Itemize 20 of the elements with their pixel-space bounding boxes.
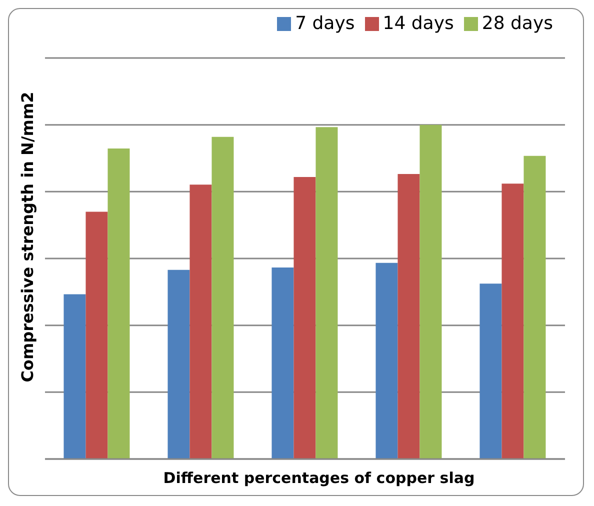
bar <box>86 212 108 459</box>
bar <box>294 176 316 459</box>
bar <box>524 156 546 459</box>
bar <box>420 124 442 459</box>
bar <box>190 184 212 459</box>
legend-label: 14 days <box>382 13 454 34</box>
y-axis-title: Compressive strength in N/mm2 <box>18 92 37 382</box>
bar <box>376 262 398 459</box>
bar <box>212 136 234 459</box>
bar <box>108 148 130 459</box>
bar <box>502 184 524 459</box>
bar <box>272 268 294 459</box>
legend-label: 28 days <box>482 13 553 34</box>
bar <box>480 284 502 459</box>
x-axis-title: Different percentages of copper slag <box>163 469 475 487</box>
bar <box>398 174 420 459</box>
legend-label: 7 days <box>295 13 355 34</box>
bar <box>168 270 190 459</box>
bar <box>316 127 338 459</box>
bar <box>64 294 86 459</box>
